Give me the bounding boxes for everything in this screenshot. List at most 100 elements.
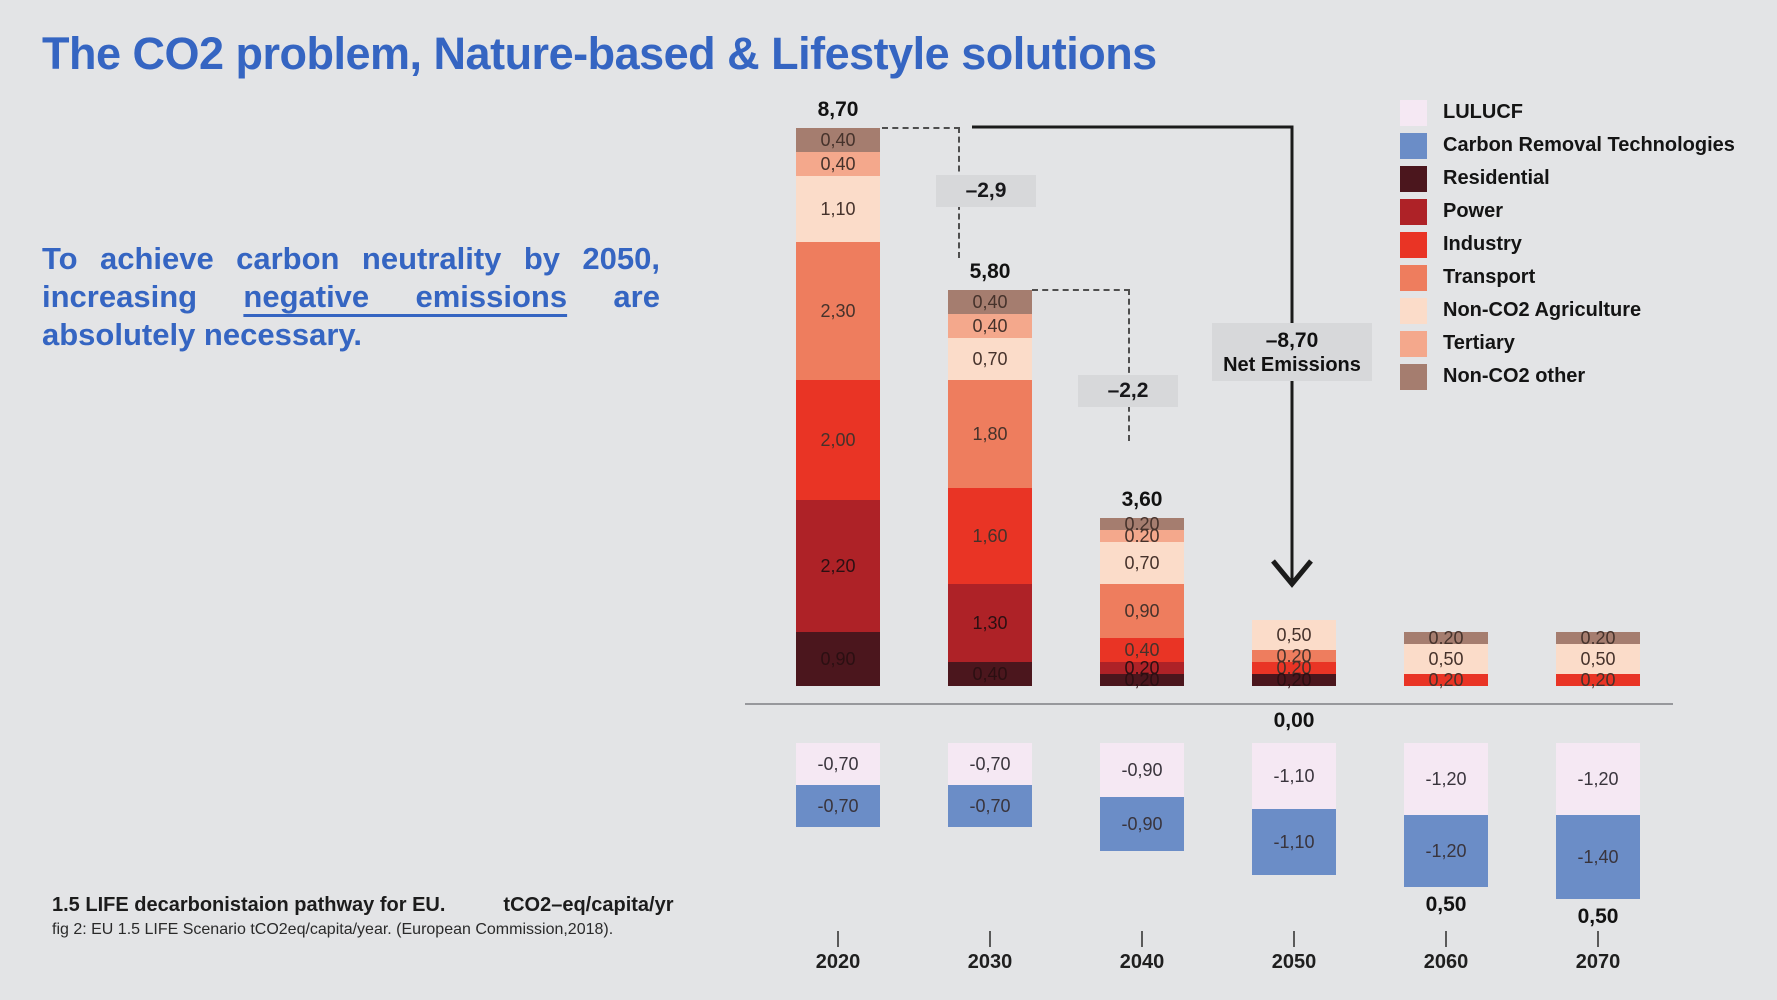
step-connector-2020-2030-horizontal bbox=[882, 127, 960, 129]
bar-segment-residential: 0,20 bbox=[1100, 670, 1184, 690]
bar-segment-agriculture: 1,10 bbox=[796, 176, 880, 242]
legend-item: LULUCF bbox=[1400, 96, 1735, 129]
bar-segment-lulucf: -0,70 bbox=[948, 743, 1032, 785]
legend: LULUCF Carbon Removal Technologies Residen… bbox=[1400, 96, 1735, 393]
x-axis-tick bbox=[1141, 931, 1143, 947]
x-axis-tick bbox=[1445, 931, 1447, 947]
delta-2040-value: –2,2 bbox=[1107, 379, 1149, 402]
bar-segment-industry: 0,20 bbox=[1252, 658, 1336, 678]
legend-item: Industry bbox=[1400, 228, 1735, 261]
delta-2030-value: –2,9 bbox=[965, 179, 1007, 202]
net-emissions-value: –8,70 bbox=[1265, 328, 1319, 352]
x-axis-year-label: 2040 bbox=[1119, 951, 1165, 973]
bar-segment-agriculture: 0,70 bbox=[1100, 542, 1184, 584]
bar-segment-non_co2_other: 0,20 bbox=[1556, 628, 1640, 648]
legend-label: Industry bbox=[1443, 233, 1522, 255]
callout-pre: To achieve carbon neutrality by 2050, in… bbox=[42, 241, 660, 314]
bar-segment-agriculture: 0,70 bbox=[948, 338, 1032, 380]
legend-swatch-icon bbox=[1400, 264, 1427, 291]
legend-label: Residential bbox=[1443, 167, 1550, 189]
bar-segment-power: 2,20 bbox=[796, 500, 880, 632]
bar-segment-crt: -1,20 bbox=[1404, 815, 1488, 887]
x-axis-year-label: 2060 bbox=[1423, 951, 1469, 973]
bar-segment-industry: 1,60 bbox=[948, 488, 1032, 584]
legend-swatch-icon bbox=[1400, 165, 1427, 192]
caption-source: fig 2: EU 1.5 LIFE Scenario tCO2eq/capit… bbox=[52, 921, 614, 938]
bar-segment-crt: -0,70 bbox=[948, 785, 1032, 827]
delta-2040-box: –2,2 bbox=[1078, 375, 1178, 407]
bar-total-label: 5,80 bbox=[969, 260, 1011, 283]
bar-segment-industry: 0,40 bbox=[1100, 638, 1184, 662]
legend-label: Power bbox=[1443, 200, 1504, 222]
legend-label: Non-CO2 other bbox=[1443, 365, 1586, 387]
bar-segment-tertiary: 0,40 bbox=[796, 152, 880, 176]
bar-segment-residential: 0,20 bbox=[1252, 670, 1336, 690]
x-axis-tick bbox=[989, 931, 991, 947]
step-connector-2030-2040-horizontal bbox=[1032, 289, 1130, 291]
legend-swatch-icon bbox=[1400, 231, 1427, 258]
bar-segment-non_co2_other: 0,20 bbox=[1404, 628, 1488, 648]
bar-segment-industry: 2,00 bbox=[796, 380, 880, 500]
x-axis-year-label: 2050 bbox=[1271, 951, 1317, 973]
x-axis-tick bbox=[1293, 931, 1295, 947]
net-total-label: 0,50 bbox=[1425, 893, 1467, 916]
x-axis bbox=[745, 703, 1673, 705]
bar-segment-tertiary: 0,40 bbox=[948, 314, 1032, 338]
bar-segment-industry: 0,20 bbox=[1556, 670, 1640, 690]
net-emissions-label: Net Emissions bbox=[1223, 353, 1361, 376]
bar-segment-power: 0,20 bbox=[1100, 658, 1184, 678]
bar-segment-agriculture: 0,50 bbox=[1404, 644, 1488, 674]
bar-segment-transport: 2,30 bbox=[796, 242, 880, 380]
caption-title: 1.5 LIFE decarbonistaion pathway for EU. bbox=[52, 894, 446, 916]
bar-segment-crt: -0,70 bbox=[796, 785, 880, 827]
legend-swatch-icon bbox=[1400, 363, 1427, 390]
legend-swatch-icon bbox=[1400, 198, 1427, 225]
legend-item: Tertiary bbox=[1400, 327, 1735, 360]
legend-item: Non-CO2 Agriculture bbox=[1400, 294, 1735, 327]
bar-segment-transport: 0,90 bbox=[1100, 584, 1184, 638]
callout-post: are absolutely necessary. bbox=[42, 279, 660, 352]
bar-segment-non_co2_other: 0,20 bbox=[1100, 514, 1184, 534]
legend-item: Residential bbox=[1400, 162, 1735, 195]
bar-segment-non_co2_other: 0,40 bbox=[948, 290, 1032, 314]
legend-swatch-icon bbox=[1400, 132, 1427, 159]
legend-item: Power bbox=[1400, 195, 1735, 228]
slide-title: The CO2 problem, Nature-based & Lifestyl… bbox=[42, 28, 1157, 79]
callout-underlined: negative emissions bbox=[243, 279, 568, 314]
legend-swatch-icon bbox=[1400, 99, 1427, 126]
callout-text: To achieve carbon neutrality by 2050, in… bbox=[42, 240, 660, 354]
bar-segment-residential: 0,40 bbox=[948, 662, 1032, 686]
bar-segment-lulucf: -0,70 bbox=[796, 743, 880, 785]
net-emissions-box: –8,70 Net Emissions bbox=[1212, 323, 1372, 381]
bar-segment-agriculture: 0,50 bbox=[1556, 644, 1640, 674]
emissions-chart: –2,9 –2,2 –8,70 Net Emissions 8,70 0,40 0,… bbox=[740, 95, 1730, 985]
x-axis-tick bbox=[1597, 931, 1599, 947]
figure-caption: 1.5 LIFE decarbonistaion pathway for EU.… bbox=[52, 894, 674, 939]
legend-label: Carbon Removal Technologies bbox=[1443, 134, 1735, 156]
legend-label: Transport bbox=[1443, 266, 1536, 288]
x-axis-year-label: 2030 bbox=[967, 951, 1013, 973]
bar-segment-industry: 0,20 bbox=[1404, 670, 1488, 690]
bar-segment-power: 1,30 bbox=[948, 584, 1032, 662]
net-total-label: 0,00 bbox=[1273, 709, 1315, 732]
x-axis-tick bbox=[837, 931, 839, 947]
legend-swatch-icon bbox=[1400, 330, 1427, 357]
bar-segment-non_co2_other: 0,40 bbox=[796, 128, 880, 152]
legend-item: Non-CO2 other bbox=[1400, 360, 1735, 393]
bar-segment-agriculture: 0,50 bbox=[1252, 620, 1336, 650]
legend-label: LULUCF bbox=[1443, 101, 1523, 123]
bar-segment-lulucf: -1,20 bbox=[1556, 743, 1640, 815]
bar-segment-crt: -1,40 bbox=[1556, 815, 1640, 899]
bar-total-label: 8,70 bbox=[817, 98, 859, 121]
bar-segment-lulucf: -1,10 bbox=[1252, 743, 1336, 809]
legend-swatch-icon bbox=[1400, 297, 1427, 324]
bar-segment-residential: 0,90 bbox=[796, 632, 880, 686]
bar-segment-tertiary: 0,20 bbox=[1100, 526, 1184, 546]
x-axis-year-label: 2020 bbox=[815, 951, 861, 973]
bar-segment-lulucf: -1,20 bbox=[1404, 743, 1488, 815]
bar-segment-crt: -1,10 bbox=[1252, 809, 1336, 875]
bar-segment-lulucf: -0,90 bbox=[1100, 743, 1184, 797]
caption-unit: tCO2–eq/capita/yr bbox=[503, 894, 674, 916]
bar-total-label: 3,60 bbox=[1121, 488, 1163, 511]
step-connector-2030-2040-vertical bbox=[1128, 289, 1130, 441]
